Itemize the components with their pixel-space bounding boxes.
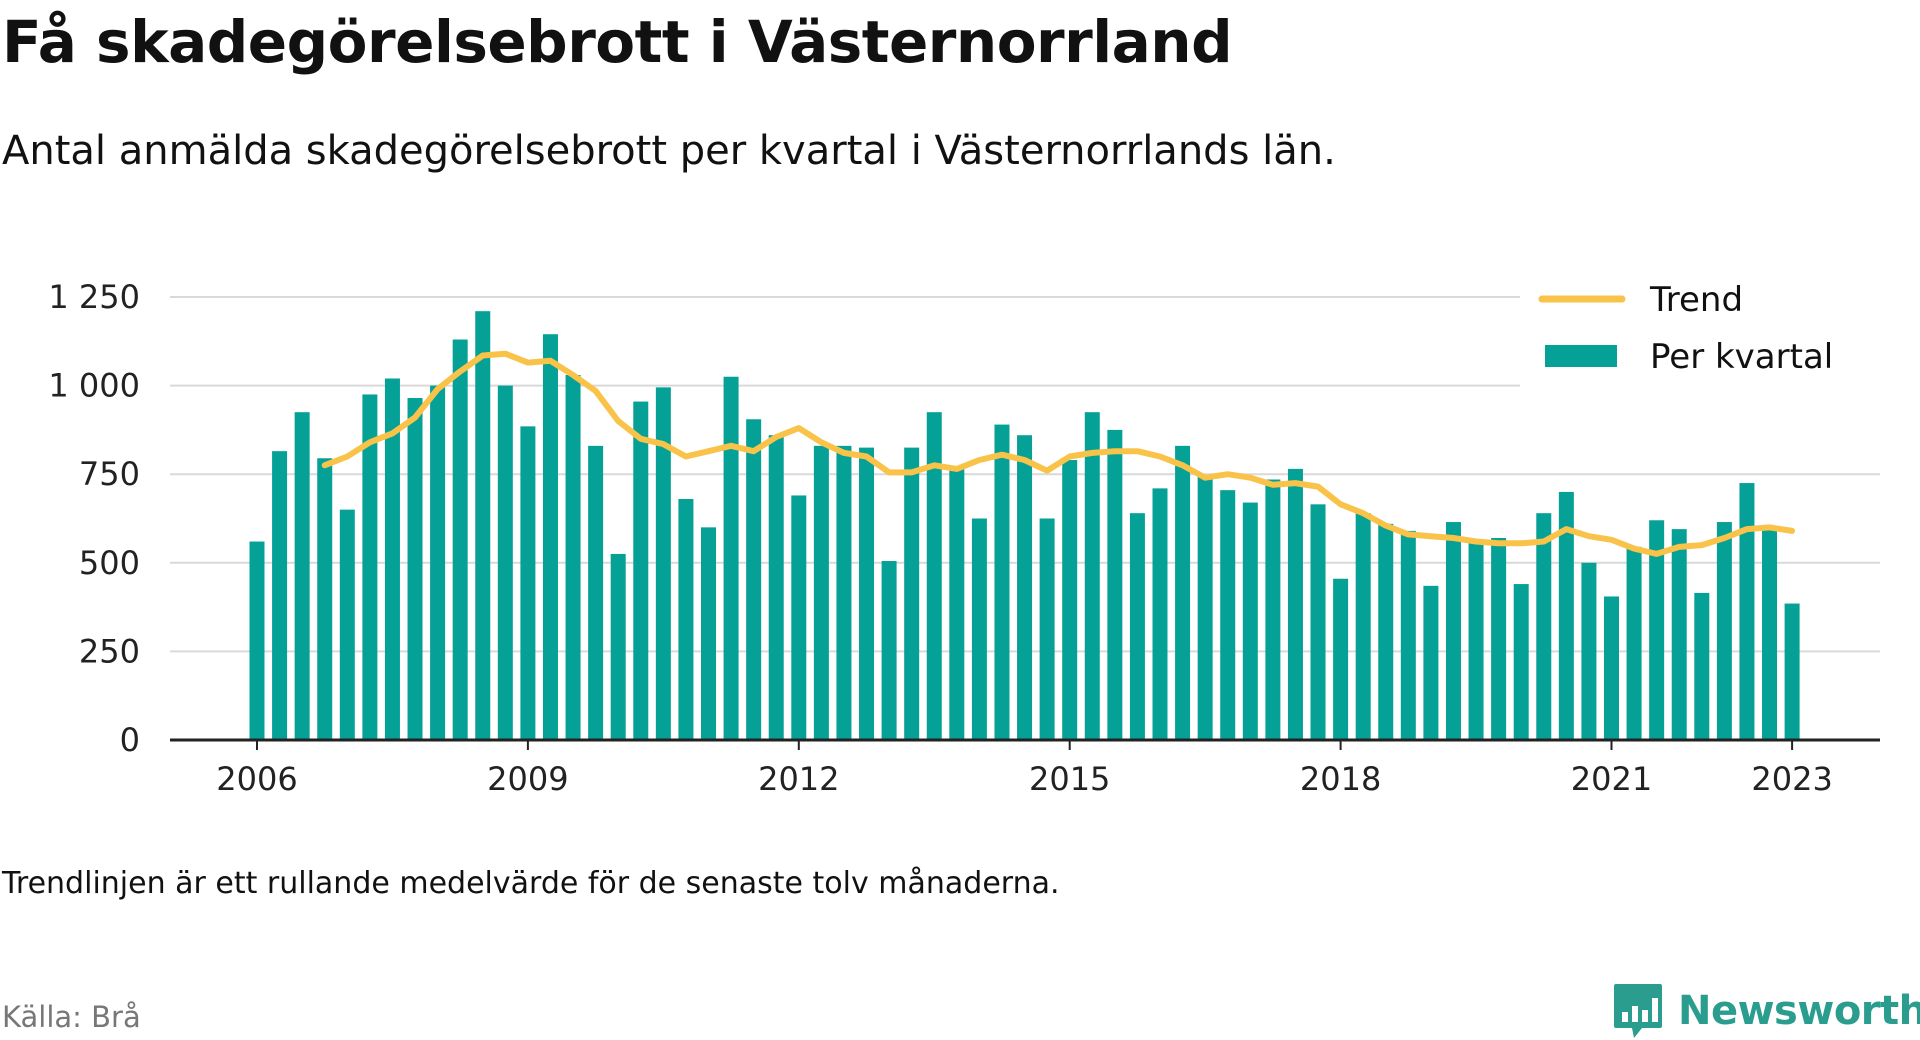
bar — [1581, 562, 1597, 740]
bar — [1265, 479, 1281, 740]
x-tick-label: 2018 — [1300, 760, 1381, 798]
legend-trend-label: Trend — [1649, 280, 1743, 320]
bar — [1626, 546, 1642, 740]
bar — [949, 468, 965, 740]
bar — [1378, 523, 1394, 740]
chart-area: 0 250 500 750 1 000 1 250 2006 2009 2012 2015 201… — [48, 278, 1880, 798]
bar — [1017, 435, 1033, 740]
bar — [1762, 525, 1778, 740]
bar — [565, 374, 581, 740]
bar — [994, 424, 1010, 740]
bar — [317, 458, 333, 740]
bar — [768, 435, 784, 740]
y-tick-label: 1 000 — [48, 367, 140, 405]
bar — [1558, 491, 1574, 740]
newsworthy-logo-text: Newsworthy — [1678, 988, 1920, 1034]
bar — [1400, 530, 1416, 740]
chart-subtitle: Antal anmälda skadegörelsebrott per kvar… — [2, 128, 1336, 174]
bar — [1084, 412, 1100, 740]
bar — [1220, 490, 1236, 740]
bar — [1310, 504, 1326, 740]
x-axis: 2006 2009 2012 2015 2018 2021 2023 — [170, 738, 1880, 798]
y-tick-label: 750 — [79, 455, 140, 493]
bar — [1287, 468, 1303, 740]
y-tick-label: 250 — [79, 632, 140, 670]
bar — [588, 445, 604, 740]
bar — [497, 385, 513, 740]
bar — [1242, 502, 1258, 740]
bar — [1468, 543, 1484, 740]
bar — [813, 445, 829, 740]
bar — [1129, 513, 1145, 740]
bar — [1445, 522, 1461, 740]
bar — [339, 509, 355, 740]
legend-bar-swatch — [1545, 345, 1617, 367]
bar — [1784, 603, 1800, 740]
bar — [475, 311, 491, 740]
y-tick-label: 500 — [79, 544, 140, 582]
bar — [542, 334, 558, 740]
trend-line — [321, 350, 1796, 557]
bar — [1197, 475, 1213, 740]
source-note: Källa: Brå — [2, 1000, 141, 1034]
legend: Trend Per kvartal — [1520, 280, 1880, 392]
bar — [1333, 578, 1349, 740]
bar — [971, 518, 987, 740]
bar — [859, 447, 875, 740]
bar — [430, 385, 446, 740]
bar — [1491, 537, 1507, 740]
bar — [294, 412, 310, 740]
y-axis-ticks: 0 250 500 750 1 000 1 250 — [48, 278, 140, 759]
x-tick-label: 2012 — [758, 760, 839, 798]
bar — [1107, 429, 1123, 740]
bar — [407, 398, 423, 740]
bar — [1716, 522, 1732, 740]
bar — [701, 527, 716, 740]
y-tick-label: 0 — [120, 721, 140, 759]
bar — [272, 451, 288, 740]
bar — [1739, 483, 1755, 740]
bar — [678, 499, 694, 740]
bar — [881, 561, 897, 740]
bar — [723, 376, 739, 740]
bar — [1062, 460, 1078, 740]
x-tick-label: 2021 — [1571, 760, 1652, 798]
legend-bar-label: Per kvartal — [1650, 337, 1833, 377]
newsworthy-logo[interactable]: Newsworthy — [1612, 982, 1920, 1040]
bar — [791, 495, 807, 740]
bar-series — [249, 311, 1800, 740]
bar — [1039, 518, 1055, 740]
bar — [520, 426, 536, 740]
x-tick-label: 2006 — [216, 760, 297, 798]
bar — [746, 419, 762, 740]
bar — [362, 394, 378, 740]
bar — [1152, 488, 1168, 740]
bar — [1423, 585, 1439, 740]
bar — [633, 401, 649, 740]
bar — [1536, 513, 1552, 740]
bar — [836, 445, 852, 740]
x-tick-label: 2023 — [1751, 760, 1832, 798]
bar — [1513, 584, 1529, 740]
bar — [904, 447, 920, 740]
bar — [1175, 445, 1191, 740]
bar — [384, 378, 400, 740]
bar — [655, 387, 671, 740]
x-tick-label: 2015 — [1029, 760, 1110, 798]
bar — [1649, 520, 1665, 740]
trend-series — [321, 350, 1796, 557]
bar — [1694, 592, 1710, 740]
chart-title: Få skadegörelsebrott i Västernorrland — [2, 8, 1233, 76]
footnote: Trendlinjen är ett rullande medelvärde f… — [2, 866, 1060, 901]
bar — [610, 553, 626, 740]
x-tick-label: 2009 — [487, 760, 568, 798]
newsworthy-logo-icon — [1614, 984, 1662, 1038]
bar — [1671, 529, 1687, 740]
bar — [452, 339, 468, 740]
bar — [249, 541, 265, 740]
bar — [1355, 513, 1371, 740]
bar — [1604, 596, 1619, 740]
y-tick-label: 1 250 — [48, 278, 140, 316]
bar — [926, 412, 942, 740]
